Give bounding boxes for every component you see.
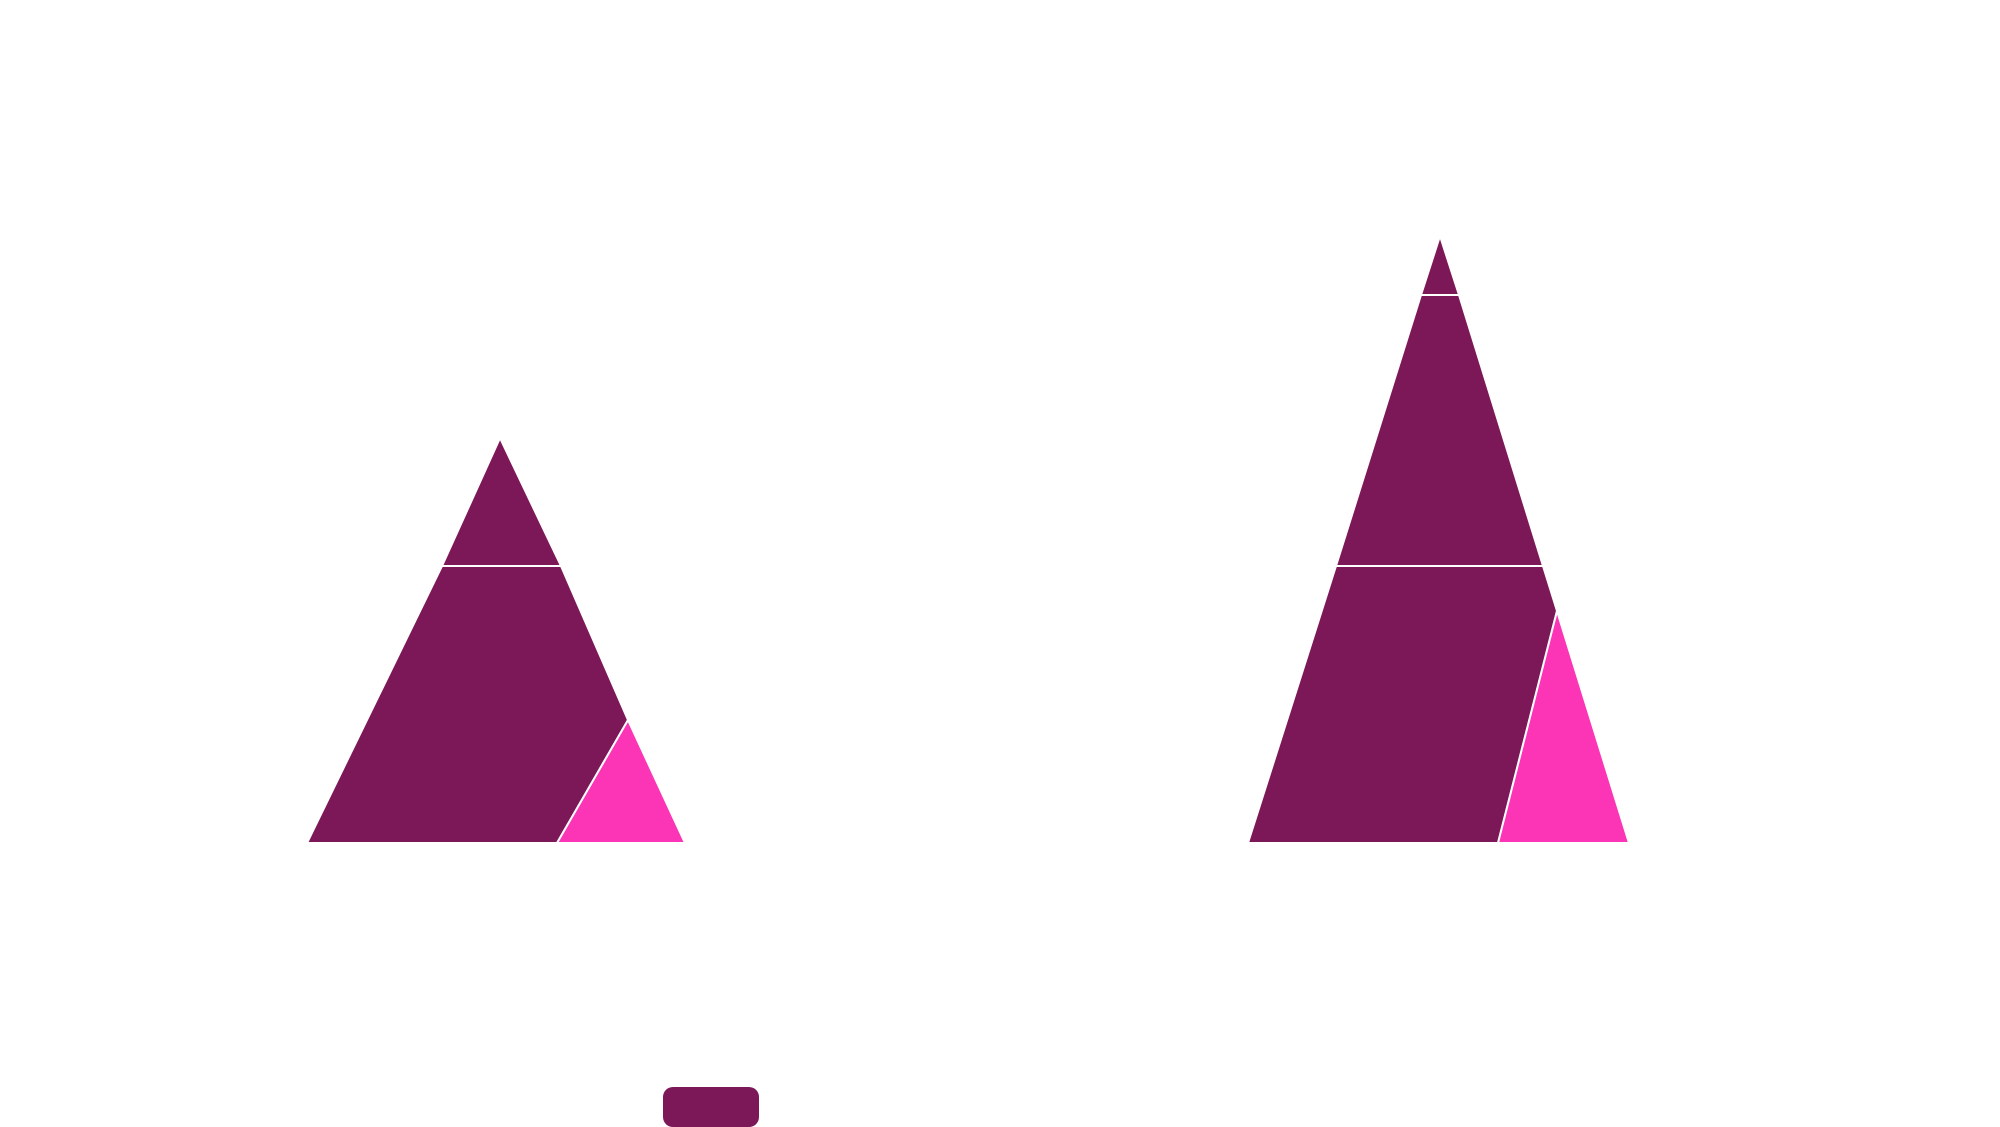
right-triangle-corner-piece[interactable]	[1496, 607, 1631, 844]
right-triangle-upper-piece[interactable]	[1334, 294, 1545, 567]
left-triangle-corner-piece[interactable]	[555, 717, 687, 844]
left-triangle-top-piece[interactable]	[440, 435, 563, 567]
right-triangle-tip-piece[interactable]	[1419, 232, 1461, 296]
right-triangle	[1246, 232, 1631, 844]
action-button[interactable]	[663, 1087, 759, 1127]
left-triangle	[305, 435, 687, 844]
